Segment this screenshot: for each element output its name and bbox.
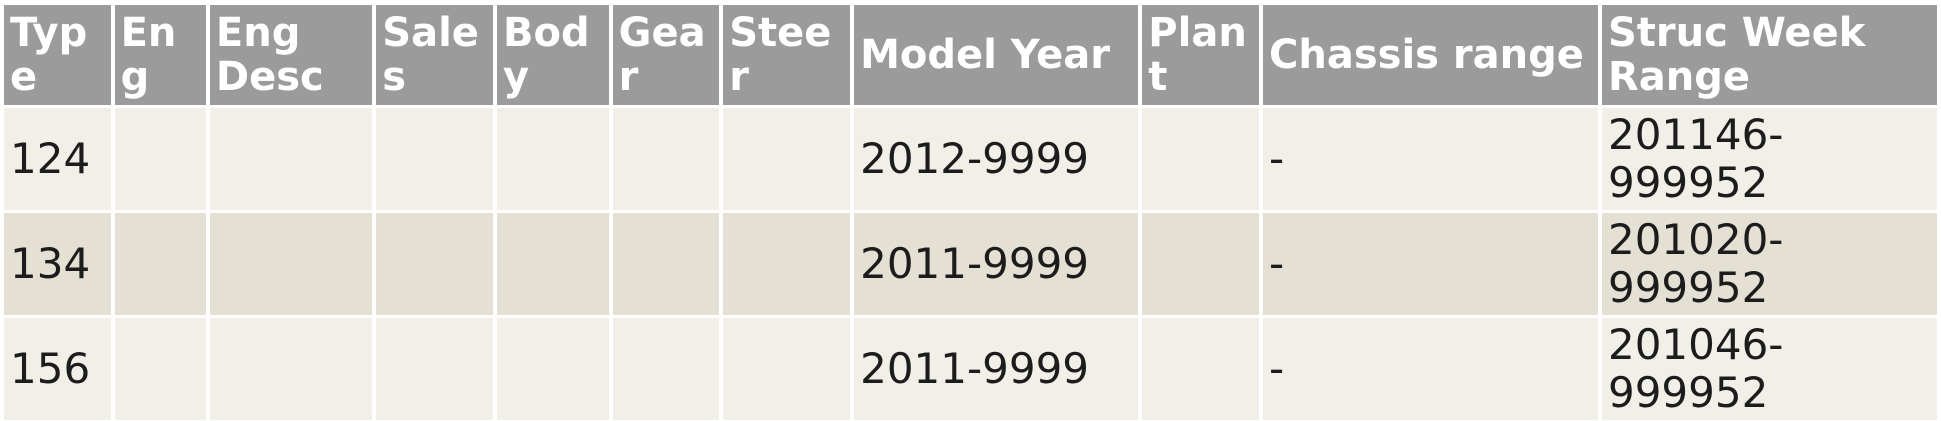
col-header-eng: Eng	[114, 5, 206, 105]
cell-eng-desc	[209, 108, 373, 210]
table-row[interactable]: 124 2012-9999 - 201146-999952	[4, 108, 1937, 210]
cell-gear	[612, 318, 720, 420]
cell-eng-desc	[209, 213, 373, 315]
col-header-struc-week-range: Struc Week Range	[1601, 5, 1937, 105]
cell-type: 156	[4, 318, 111, 420]
col-header-sales: Sales	[376, 5, 494, 105]
cell-model-year: 2011-9999	[854, 318, 1139, 420]
col-header-body: Body	[497, 5, 609, 105]
col-header-steer: Steer	[723, 5, 851, 105]
cell-plant	[1142, 108, 1260, 210]
col-header-gear: Gear	[612, 5, 720, 105]
cell-eng	[114, 318, 206, 420]
col-header-eng-desc: Eng Desc	[209, 5, 373, 105]
cell-plant	[1142, 213, 1260, 315]
col-header-plant: Plant	[1142, 5, 1260, 105]
cell-struc-week-range: 201146-999952	[1601, 108, 1937, 210]
cell-type: 134	[4, 213, 111, 315]
cell-eng	[114, 213, 206, 315]
cell-eng-desc	[209, 318, 373, 420]
cell-sales	[376, 108, 494, 210]
table-row[interactable]: 134 2011-9999 - 201020-999952	[4, 213, 1937, 315]
cell-chassis-range: -	[1263, 318, 1598, 420]
cell-steer	[723, 108, 851, 210]
cell-body	[497, 318, 609, 420]
cell-sales	[376, 318, 494, 420]
cell-chassis-range: -	[1263, 213, 1598, 315]
header-row: Type Eng Eng Desc Sales Body Gear Steer …	[4, 5, 1937, 105]
cell-steer	[723, 213, 851, 315]
cell-gear	[612, 108, 720, 210]
table-row[interactable]: 156 2011-9999 - 201046-999952	[4, 318, 1937, 420]
cell-sales	[376, 213, 494, 315]
cell-plant	[1142, 318, 1260, 420]
col-header-type: Type	[4, 5, 111, 105]
cell-type: 124	[4, 108, 111, 210]
col-header-model-year: Model Year	[854, 5, 1139, 105]
cell-eng	[114, 108, 206, 210]
cell-model-year: 2011-9999	[854, 213, 1139, 315]
cell-steer	[723, 318, 851, 420]
cell-model-year: 2012-9999	[854, 108, 1139, 210]
cell-chassis-range: -	[1263, 108, 1598, 210]
cell-gear	[612, 213, 720, 315]
col-header-chassis-range: Chassis range	[1263, 5, 1598, 105]
cell-body	[497, 108, 609, 210]
cell-struc-week-range: 201046-999952	[1601, 318, 1937, 420]
cell-body	[497, 213, 609, 315]
cell-struc-week-range: 201020-999952	[1601, 213, 1937, 315]
